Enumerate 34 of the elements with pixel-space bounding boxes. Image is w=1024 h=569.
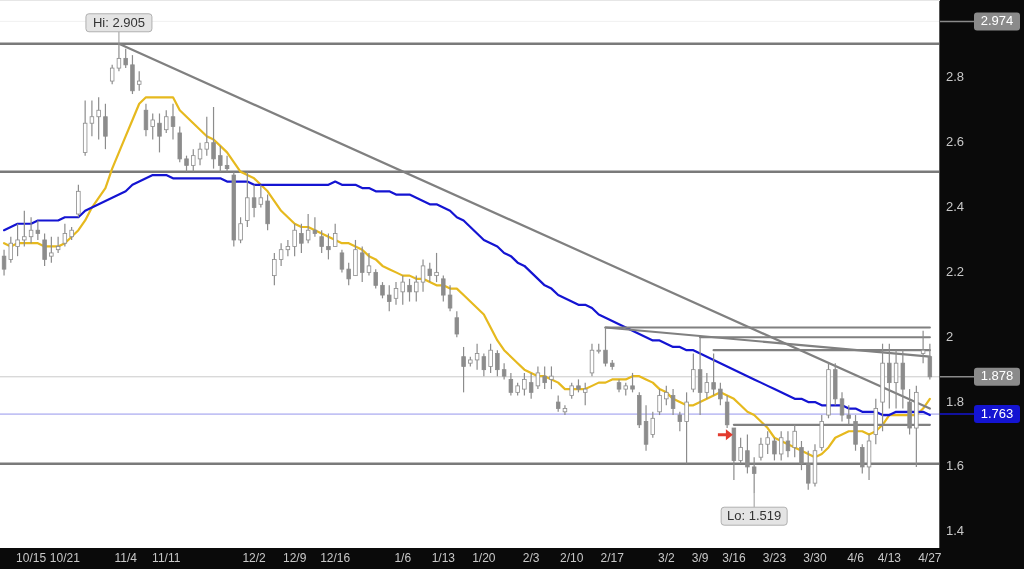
x-tick-label: 1/6	[394, 551, 412, 566]
x-tick-label: 12/9	[282, 551, 307, 566]
x-tick-label: 10/21	[49, 551, 81, 566]
x-tick-label: 12/16	[320, 551, 351, 566]
x-tick-label: 11/11	[152, 551, 181, 566]
x-tick-label: 12/2	[242, 551, 267, 566]
x-tick-label: 1/13	[431, 551, 456, 566]
x-tick-label: 3/16	[722, 551, 746, 566]
x-tick-label: 4/13	[877, 551, 902, 566]
y-tick-label: 1.6	[946, 458, 965, 474]
x-tick-label: 4/6	[847, 551, 865, 566]
y-tick-label: 1.8	[946, 393, 965, 409]
x-tick-label: 11/4	[114, 551, 138, 566]
x-tick-label: 4/27	[918, 551, 942, 566]
y-tick-label: 2.8	[946, 69, 965, 85]
annotation: Lo: 1.519	[727, 508, 782, 524]
ref-line-label: 1.763	[980, 405, 1014, 421]
y-tick-label: 1.4	[946, 523, 965, 539]
x-tick-label: 2/10	[560, 551, 584, 566]
x-tick-label: 3/30	[803, 551, 827, 566]
y-tick-label: 2	[946, 328, 954, 344]
x-tick-label: 2/3	[522, 551, 540, 566]
ref-line-label: 2.974	[980, 12, 1014, 28]
annotation: Hi: 2.905	[92, 14, 145, 30]
y-tick-label: 2.4	[946, 198, 965, 214]
x-tick-label: 3/2	[657, 551, 675, 566]
y-tick-label: 2.6	[946, 134, 965, 150]
x-tick-label: 2/17	[600, 551, 625, 566]
x-tick-label: 3/9	[691, 551, 709, 566]
x-tick-label: 3/23	[762, 551, 787, 566]
x-tick-label: 1/20	[472, 551, 496, 566]
x-tick-label: 10/15	[16, 551, 47, 566]
ref-line-label: 1.878	[980, 368, 1014, 384]
y-tick-label: 2.2	[946, 263, 965, 279]
